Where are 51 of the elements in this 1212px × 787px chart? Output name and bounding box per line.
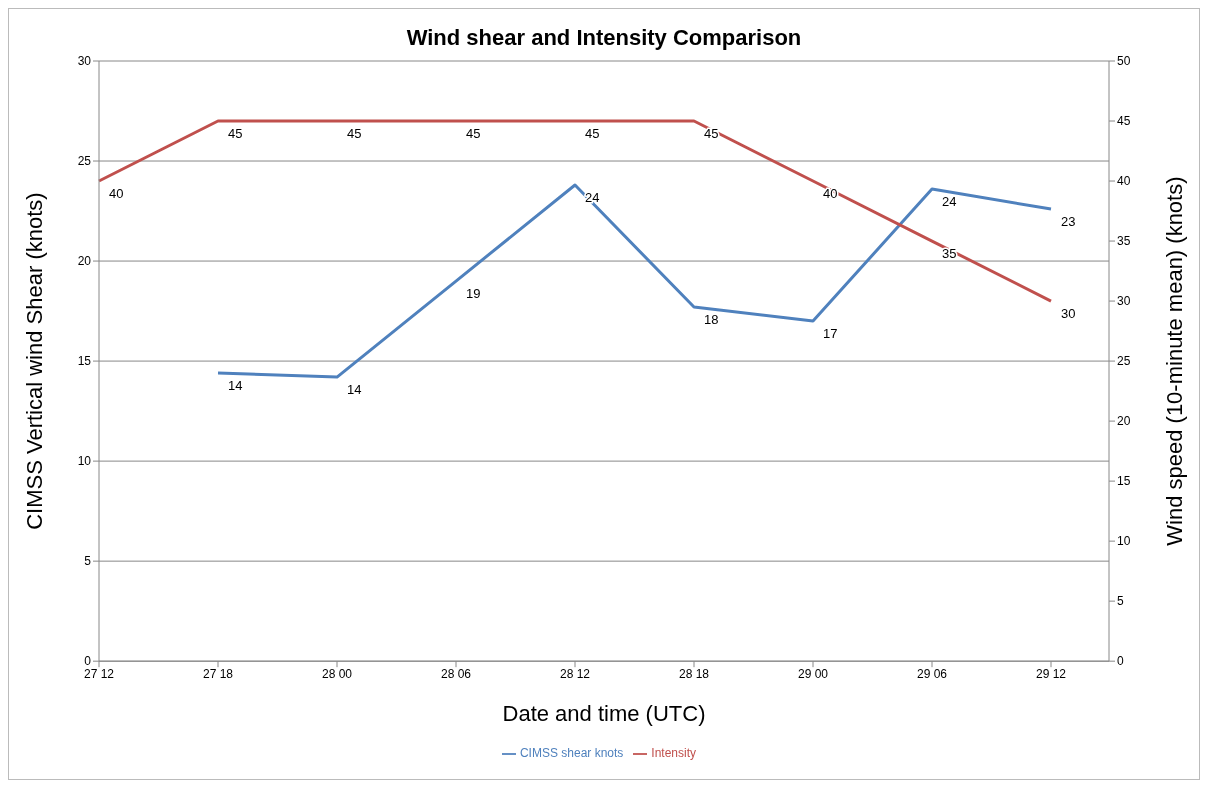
y-tick-label: 5 (84, 554, 92, 569)
y-axis-title: CIMSS Vertical wind Shear (knots) (21, 192, 47, 530)
x-tick-label: 29 00 (797, 666, 829, 681)
y2-tick-label: 15 (1117, 474, 1131, 489)
y-tick-label: 20 (77, 254, 92, 269)
data-label: 35 (942, 246, 957, 262)
x-tick-label: 27 12 (83, 666, 115, 681)
data-label: 45 (228, 126, 243, 142)
x-tick-label: 28 00 (321, 666, 353, 681)
y-tick-label: 10 (77, 454, 92, 469)
y-tick-label: 0 (84, 654, 92, 669)
data-label: 30 (1061, 306, 1076, 322)
y-tick-label: 30 (77, 54, 92, 69)
y2-axis-title: Wind speed (10-minute mean) (knots) (1161, 176, 1187, 546)
data-label: 18 (704, 312, 719, 328)
data-label: 17 (823, 326, 838, 342)
y2-tick-label: 10 (1117, 534, 1131, 549)
y2-tick-label: 45 (1117, 114, 1131, 129)
x-tick-label: 28 06 (440, 666, 472, 681)
y2-tick-label: 0 (1117, 654, 1124, 669)
legend-label: CIMSS shear knots (519, 746, 624, 761)
data-label: 45 (466, 126, 481, 142)
data-label: 40 (823, 186, 838, 202)
y2-tick-label: 30 (1117, 294, 1131, 309)
x-tick-label: 29 12 (1035, 666, 1067, 681)
y2-tick-label: 5 (1117, 594, 1124, 609)
x-tick-label: 28 12 (559, 666, 591, 681)
y2-tick-label: 50 (1117, 54, 1131, 69)
chart-title: Wind shear and Intensity Comparison (405, 24, 803, 51)
data-label: 45 (704, 126, 719, 142)
y2-tick-label: 25 (1117, 354, 1131, 369)
line-series (97, 119, 1053, 303)
x-tick-label: 29 06 (916, 666, 948, 681)
x-tick-label: 27 18 (202, 666, 234, 681)
data-label: 23 (1061, 214, 1076, 230)
data-label: 45 (347, 126, 362, 142)
y-tick-label: 15 (77, 354, 92, 369)
y2-tick-label: 20 (1117, 414, 1131, 429)
data-label: 24 (942, 194, 957, 210)
data-label: 45 (585, 126, 600, 142)
data-label: 14 (347, 382, 362, 398)
line-series (216, 183, 1053, 379)
x-axis-title: Date and time (UTC) (502, 701, 706, 727)
y2-tick-label: 40 (1117, 174, 1131, 189)
y-tick-label: 25 (77, 154, 92, 169)
data-label: 19 (466, 286, 481, 302)
data-label: 40 (109, 186, 124, 202)
legend-label: Intensity (651, 746, 697, 761)
y2-tick-label: 35 (1117, 234, 1131, 249)
data-label: 14 (228, 378, 243, 394)
x-tick-label: 28 18 (678, 666, 710, 681)
